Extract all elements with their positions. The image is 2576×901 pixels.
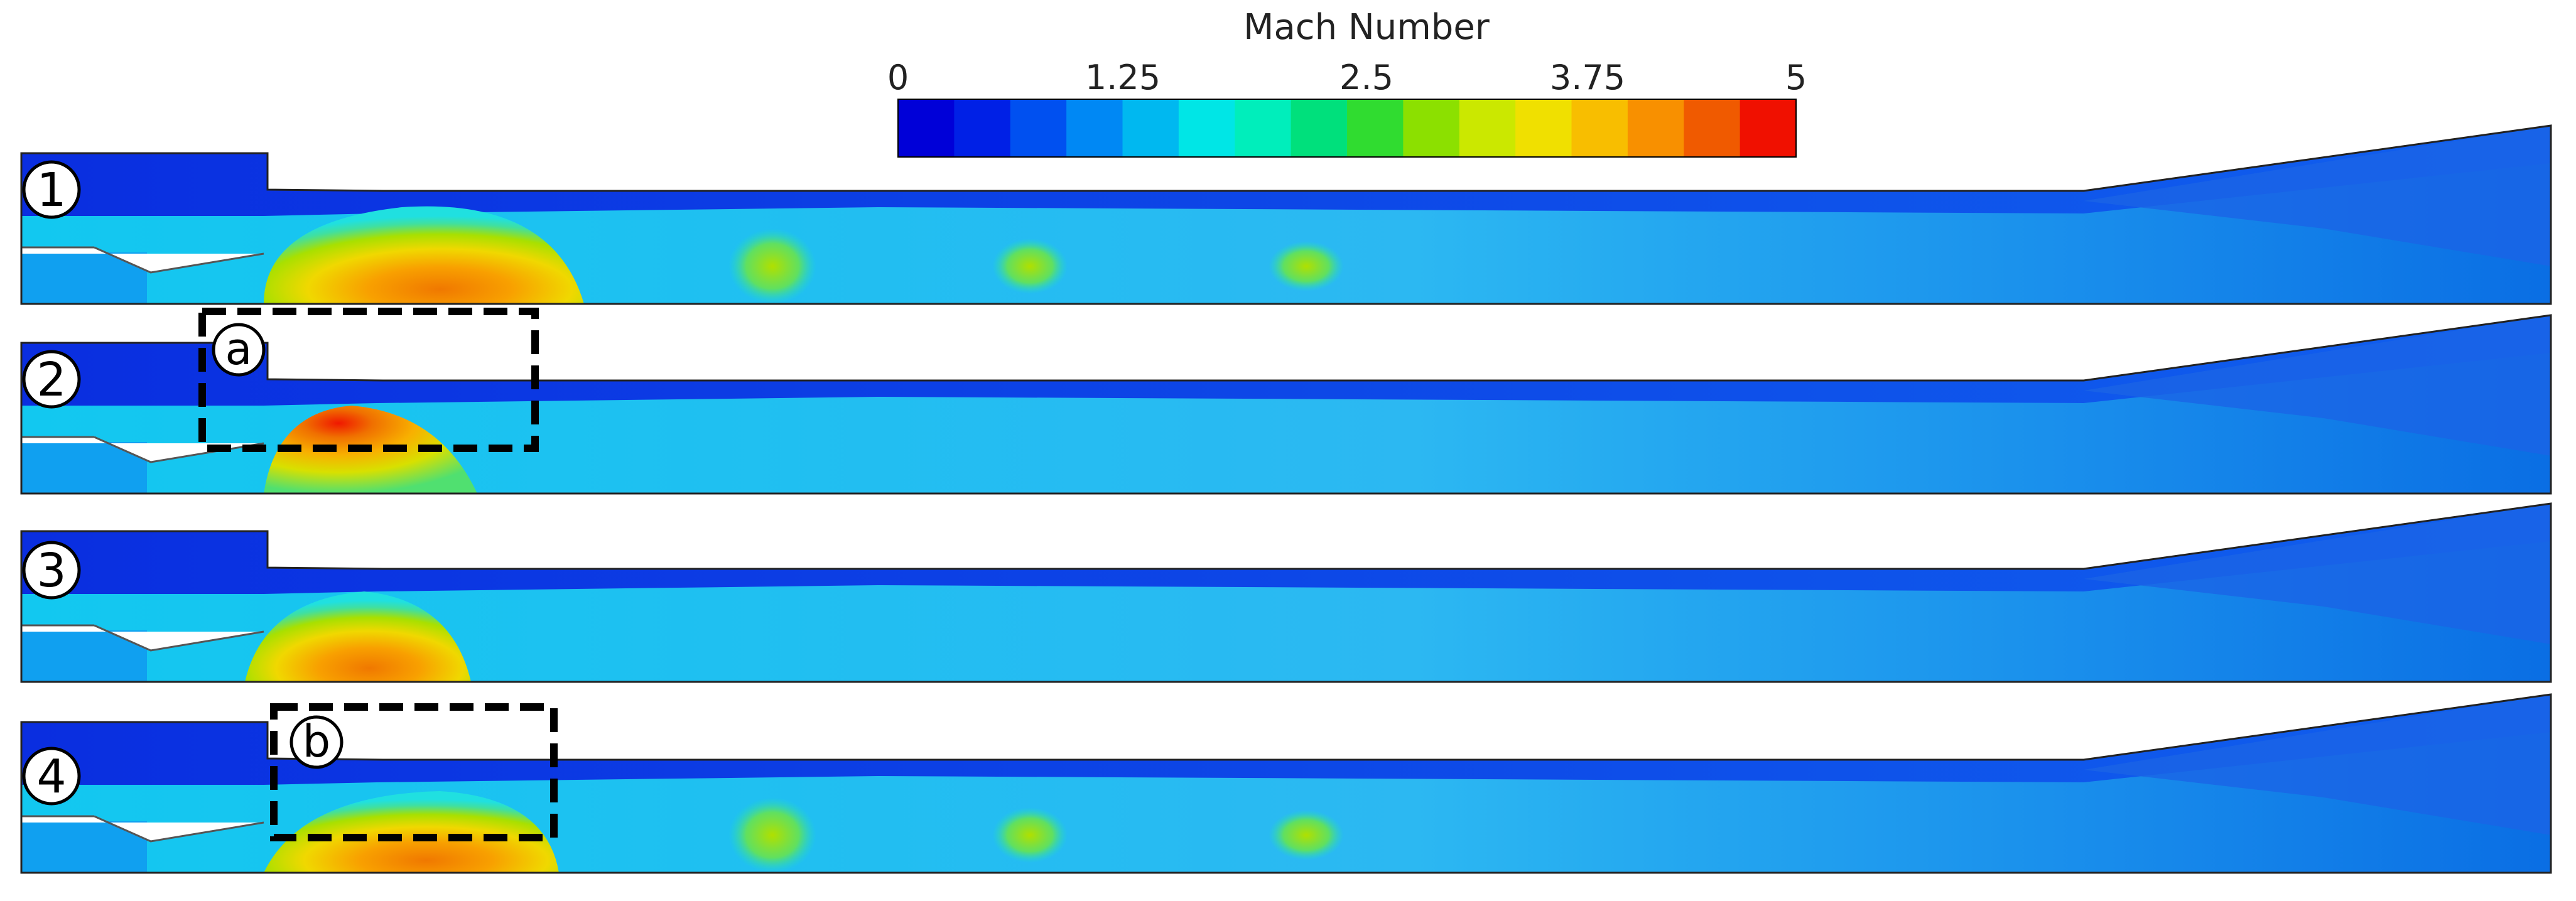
contour-panel <box>20 693 2552 874</box>
panel-label-2: 2 <box>22 350 81 409</box>
wedge-edge <box>94 815 264 843</box>
colorbar-swatch <box>1178 99 1236 157</box>
panel-label-text: 1 <box>36 163 66 217</box>
colorbar-swatch <box>1740 99 1797 157</box>
diffuser-region <box>2084 315 2551 456</box>
contour-panel <box>20 124 2552 305</box>
annotation-label: a <box>225 323 252 375</box>
colorbar-swatch <box>1066 99 1123 157</box>
shock-cell <box>1269 810 1344 860</box>
colorbar: Mach Number 0 1.25 2.5 3.75 5 <box>887 7 1807 158</box>
colorbar-tick: 3.75 <box>1550 58 1625 97</box>
colorbar-swatch <box>1403 99 1460 157</box>
panel-labels: 1 2 3 4 <box>22 160 81 806</box>
nozzle-wedge <box>21 247 264 272</box>
colorbar-swatch <box>898 99 955 157</box>
boundary-layer-region <box>21 126 2551 216</box>
wedge-edge <box>94 624 264 652</box>
annotation-a: a <box>198 308 539 452</box>
flow-field <box>21 126 2551 304</box>
nozzle-wedge <box>21 816 264 841</box>
shock-cell <box>992 239 1068 294</box>
shock-cell <box>992 807 1068 863</box>
colorbar-swatch <box>1347 99 1404 157</box>
shock-cell <box>728 797 816 873</box>
domain-outline <box>20 124 2552 305</box>
annotation-box-b <box>270 703 558 841</box>
boundary-layer-region <box>21 504 2551 594</box>
contour-panels <box>20 124 2552 874</box>
panel-label-text: 4 <box>36 750 66 804</box>
annotation-b: b <box>270 703 558 841</box>
panel-label-text: 3 <box>36 544 66 598</box>
supersonic-plume <box>245 591 471 682</box>
diffuser-region <box>2084 126 2551 266</box>
flow-field <box>21 315 2551 494</box>
panel-label-text: 2 <box>36 353 66 407</box>
panel-label-1: 1 <box>22 160 81 219</box>
colorbar-swatch <box>954 99 1011 157</box>
shock-cell <box>1269 241 1344 291</box>
colorbar-swatch <box>1291 99 1348 157</box>
colorbar-tick: 1.25 <box>1085 58 1161 97</box>
annotation-box-a <box>198 308 539 452</box>
supersonic-plume <box>264 206 584 304</box>
colorbar-swatch <box>1515 99 1572 157</box>
domain-outline <box>20 693 2552 874</box>
diffuser-region <box>2084 694 2551 835</box>
boundary-layer-region <box>21 315 2551 406</box>
colorbar-tick: 0 <box>887 58 909 97</box>
wedge-edge <box>94 246 264 274</box>
flow-field <box>21 504 2551 682</box>
colorbar-swatch <box>1571 99 1628 157</box>
supersonic-plume <box>264 791 559 873</box>
contour-panel <box>20 314 2552 495</box>
colorbar-swatch <box>1235 99 1292 157</box>
colorbar-swatch <box>1459 99 1517 157</box>
colorbar-frame <box>897 99 1797 158</box>
colorbar-tick: 2.5 <box>1339 58 1394 97</box>
diffuser-region <box>2084 504 2551 644</box>
annotation-label: b <box>303 716 330 767</box>
domain-outline <box>20 502 2552 683</box>
colorbar-swatch <box>1122 99 1179 157</box>
nozzle-wedge <box>21 625 264 650</box>
colorbar-swatch <box>1627 99 1685 157</box>
colorbar-tick: 5 <box>1785 58 1807 97</box>
colorbar-swatches <box>897 99 1797 158</box>
colorbar-ticks: 0 1.25 2.5 3.75 5 <box>887 58 1807 97</box>
contour-panel <box>20 502 2552 683</box>
domain-outline <box>20 314 2552 495</box>
panel-label-3: 3 <box>22 541 81 600</box>
panel-label-4: 4 <box>22 747 81 806</box>
nozzle-wedge <box>21 437 264 462</box>
colorbar-swatch <box>1684 99 1741 157</box>
colorbar-swatch <box>1010 99 1068 157</box>
boundary-layer-region <box>21 694 2551 785</box>
flow-field <box>21 694 2551 873</box>
colorbar-title: Mach Number <box>1243 7 1490 48</box>
shock-cell <box>728 229 816 304</box>
